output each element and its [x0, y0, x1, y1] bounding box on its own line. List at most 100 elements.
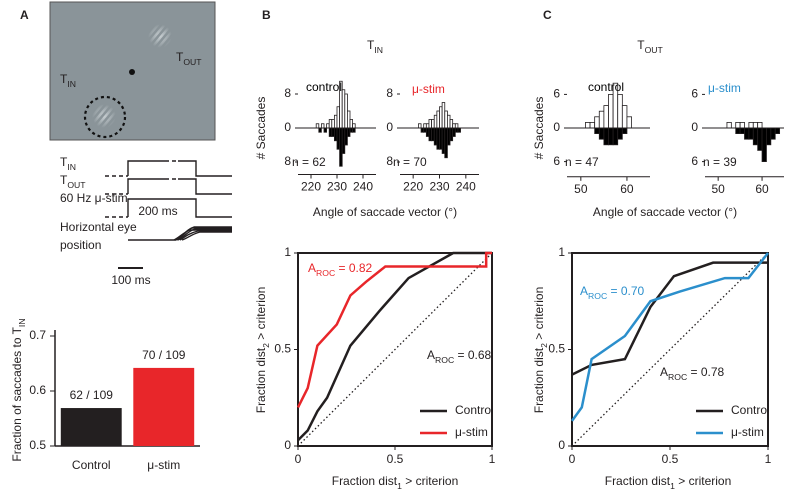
x-tick-label: 230 — [327, 180, 347, 194]
bar-down — [766, 127, 772, 146]
bar-down — [598, 127, 605, 140]
text-part: Fraction dist — [332, 474, 398, 488]
bar-up — [621, 105, 628, 129]
bar-down — [621, 127, 628, 134]
bar-up — [626, 116, 632, 129]
panel-label: C — [543, 8, 552, 22]
bar-down — [352, 127, 356, 133]
subscript: IN — [17, 318, 27, 327]
text-part: > criterion — [254, 287, 268, 343]
text-part: T — [176, 50, 184, 64]
x-tick-label: 0.5 — [387, 452, 404, 466]
y-tick-label: 8 — [386, 86, 393, 100]
auc-annotation: AROC = 0.82 — [308, 261, 373, 278]
x-tick-label: 0 — [569, 452, 576, 466]
x-tick-label: 1 — [489, 452, 496, 466]
text-part: = 0.70 — [607, 284, 644, 298]
auc-annotation: AROC = 0.70 — [580, 284, 645, 301]
subscript: IN — [67, 162, 76, 172]
timing-label: TIN — [60, 155, 76, 172]
subscript: ROC — [668, 372, 687, 382]
y-tick-label: 0 — [284, 438, 291, 452]
x-tick-label: 240 — [456, 180, 476, 194]
y-tick-label: 0 — [386, 120, 393, 134]
bar-down — [323, 127, 327, 133]
bar-up — [585, 122, 591, 129]
histogram-title: μ-stim — [708, 81, 741, 95]
text-part: > criterion — [402, 474, 458, 488]
bar-up — [603, 105, 609, 129]
bar-down — [770, 127, 776, 140]
text-part: T — [637, 38, 645, 52]
x-tick-label: 220 — [403, 180, 423, 194]
x-tick-label: 230 — [429, 180, 449, 194]
subscript: IN — [67, 79, 76, 89]
target-label: TIN — [60, 72, 76, 89]
subscript: IN — [374, 45, 383, 55]
bar-up — [748, 122, 754, 129]
text-part: Fraction dist — [532, 347, 546, 413]
bar-down — [744, 127, 750, 140]
text-part: Fraction of saccades to T — [10, 326, 24, 461]
auc-annotation: AROC = 0.78 — [660, 365, 725, 382]
text-part: T — [60, 173, 68, 187]
bar-down — [612, 127, 619, 146]
sample-size: n = 47 — [565, 155, 599, 169]
x-axis-label: Angle of saccade vector (°) — [593, 205, 737, 219]
text-part: > criterion — [532, 287, 546, 343]
text-part: = 0.68 — [454, 348, 491, 362]
y-tick-label: 0 — [558, 438, 565, 452]
y-tick-label: 8 — [284, 86, 291, 100]
y-tick-label: 8 — [284, 154, 291, 168]
y-tick-label: 0.7 — [29, 328, 46, 342]
legend-label: μ-stim — [731, 425, 764, 439]
bar — [60, 408, 122, 446]
roc-curve — [297, 251, 492, 442]
roc-curve — [296, 251, 492, 408]
x-tick-label: 0 — [295, 452, 302, 466]
text-part: A — [308, 261, 316, 275]
text-part: Fraction dist — [254, 347, 268, 413]
y-tick-label: 1 — [284, 245, 291, 259]
y-tick-label: 0 — [691, 120, 698, 134]
timing-label: 60 Hz μ-stim — [60, 191, 128, 205]
y-tick-label: 6 — [691, 154, 698, 168]
roc-curve — [571, 261, 768, 376]
y-tick-label: 0.5 — [29, 438, 46, 452]
duration-label: 200 ms — [138, 204, 177, 218]
y-axis-label: Fraction of saccades to TIN — [10, 318, 27, 461]
bar-up — [418, 123, 422, 129]
panel-label: B — [262, 8, 271, 22]
text-part: A — [660, 365, 668, 379]
roc-curve — [570, 252, 769, 422]
histogram-title: control — [588, 80, 624, 94]
x-axis-label: Fraction dist1 > criterion — [332, 474, 459, 491]
group-title: TIN — [367, 38, 383, 55]
value-label: 62 / 109 — [70, 388, 114, 402]
sample-size: n = 39 — [703, 155, 737, 169]
legend-label: μ-stim — [455, 425, 488, 439]
bar-down — [735, 127, 741, 134]
subscript: OUT — [645, 45, 664, 55]
timing-label: Horizontal eye — [60, 220, 137, 234]
subscript: OUT — [183, 57, 202, 67]
y-tick-label: 0.5 — [548, 342, 565, 356]
x-tick-label: 0.5 — [662, 452, 679, 466]
subscript: ROC — [316, 268, 335, 278]
legend-label: Control — [731, 403, 770, 417]
y-axis-label: # Saccades — [532, 97, 546, 160]
bar-up — [315, 123, 320, 129]
chance-line — [571, 252, 769, 447]
bar-up — [320, 123, 325, 129]
x-tick-label: 50 — [711, 182, 725, 196]
text-part: T — [60, 155, 68, 169]
x-tick-label: 50 — [574, 182, 588, 196]
timing-label: TOUT — [60, 173, 86, 190]
subscript: ROC — [435, 355, 454, 365]
x-axis-label: Angle of saccade vector (°) — [313, 205, 457, 219]
subscript: 2 — [261, 343, 271, 348]
gabor-in — [92, 104, 116, 128]
sample-size: n = 62 — [292, 155, 326, 169]
text-part: T — [367, 38, 375, 52]
